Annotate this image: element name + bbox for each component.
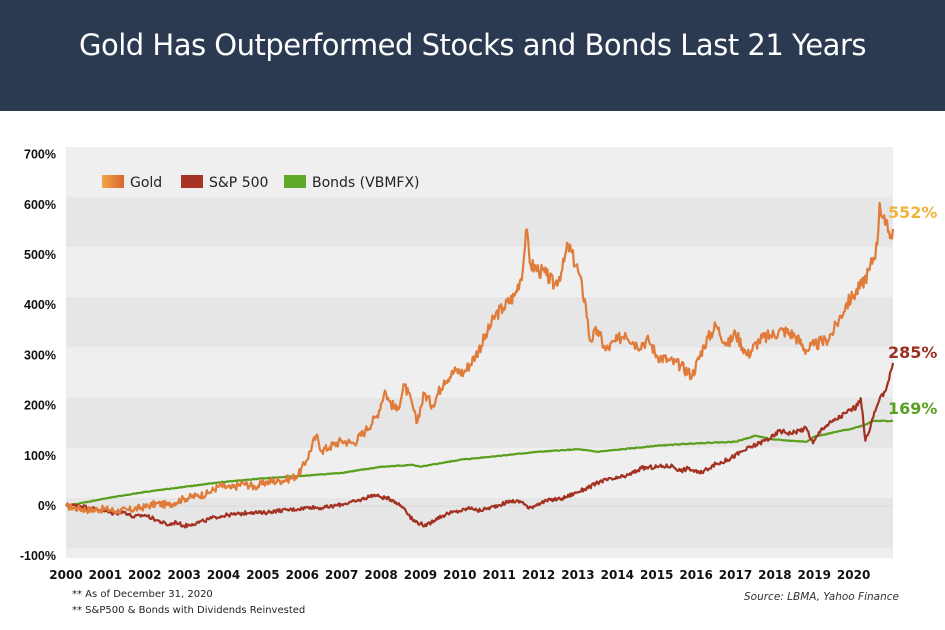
legend-label: S&P 500 <box>209 175 268 191</box>
legend-item: Bonds (VBMFX) <box>284 175 420 191</box>
legend-item: Gold <box>102 175 162 191</box>
y-tick-label: 600% <box>24 198 56 212</box>
plot-band <box>66 397 893 448</box>
end-value-labels: 552% 285% 169% <box>888 203 937 418</box>
y-tick-label: 0% <box>38 499 56 513</box>
plot-band <box>66 297 893 348</box>
x-tick-label: 2000 <box>49 568 82 582</box>
series-lines <box>64 201 895 529</box>
series-line-s-p-500 <box>65 362 895 529</box>
end-label-gold: 552% <box>888 203 937 222</box>
plot-band <box>66 447 893 498</box>
page-title: Gold Has Outperformed Stocks and Bonds L… <box>78 28 867 62</box>
header-banner: Gold Has Outperformed Stocks and Bonds L… <box>0 0 945 111</box>
x-tick-label: 2005 <box>246 568 279 582</box>
footnote-dividends: ** S&P500 & Bonds with Dividends Reinves… <box>72 605 306 616</box>
plot-band <box>66 147 893 197</box>
x-tick-label: 2020 <box>837 568 870 582</box>
y-tick-label: 200% <box>24 399 56 413</box>
x-tick-label: 2019 <box>798 568 831 582</box>
plot-band <box>66 196 893 247</box>
legend-label: Gold <box>130 175 162 191</box>
legend-swatch <box>284 175 306 188</box>
x-tick-label: 2007 <box>325 568 358 582</box>
plot-band <box>66 347 893 398</box>
legend: Gold S&P 500 Bonds (VBMFX) <box>102 175 420 191</box>
legend-item: S&P 500 <box>181 175 268 191</box>
x-tick-label: 2012 <box>522 568 555 582</box>
y-tick-label: 500% <box>24 248 56 262</box>
x-tick-label: 2010 <box>443 568 476 582</box>
end-label-sp500: 285% <box>888 343 937 362</box>
x-tick-label: 2001 <box>89 568 122 582</box>
y-axis-tick-labels: 700% 600% 500% 400% 300% 200% 100% 0% -100% <box>20 148 56 564</box>
x-tick-label: 2006 <box>286 568 319 582</box>
footnote-as-of-date: ** As of December 31, 2020 <box>72 589 213 600</box>
x-axis-tick-labels: 2000 2001 2002 2003 2004 2005 2006 2007 2008 2009… <box>49 568 870 582</box>
x-tick-label: 2002 <box>128 568 161 582</box>
x-tick-label: 2018 <box>758 568 791 582</box>
y-tick-label: 100% <box>24 449 56 463</box>
plot-background-bands <box>66 147 893 558</box>
end-label-bonds: 169% <box>888 399 937 418</box>
x-tick-label: 2004 <box>207 568 240 582</box>
x-tick-label: 2014 <box>601 568 634 582</box>
x-tick-label: 2011 <box>482 568 515 582</box>
plot-band <box>66 247 893 298</box>
series-line-gold <box>64 201 895 516</box>
x-tick-label: 2009 <box>404 568 437 582</box>
x-tick-label: 2017 <box>719 568 752 582</box>
source-note: Source: LBMA, Yahoo Finance <box>744 591 899 603</box>
x-tick-label: 2015 <box>640 568 673 582</box>
legend-swatch <box>102 175 124 188</box>
y-tick-label: 300% <box>24 348 56 362</box>
y-tick-label: -100% <box>20 549 56 563</box>
x-tick-label: 2003 <box>167 568 200 582</box>
x-tick-label: 2013 <box>561 568 594 582</box>
series-line-bonds-vbmfx <box>65 419 894 507</box>
x-tick-label: 2016 <box>679 568 712 582</box>
y-tick-label: 700% <box>24 148 56 162</box>
x-tick-label: 2008 <box>364 568 397 582</box>
legend-swatch <box>181 175 203 188</box>
legend-label: Bonds (VBMFX) <box>312 175 420 191</box>
y-tick-label: 400% <box>24 298 56 312</box>
